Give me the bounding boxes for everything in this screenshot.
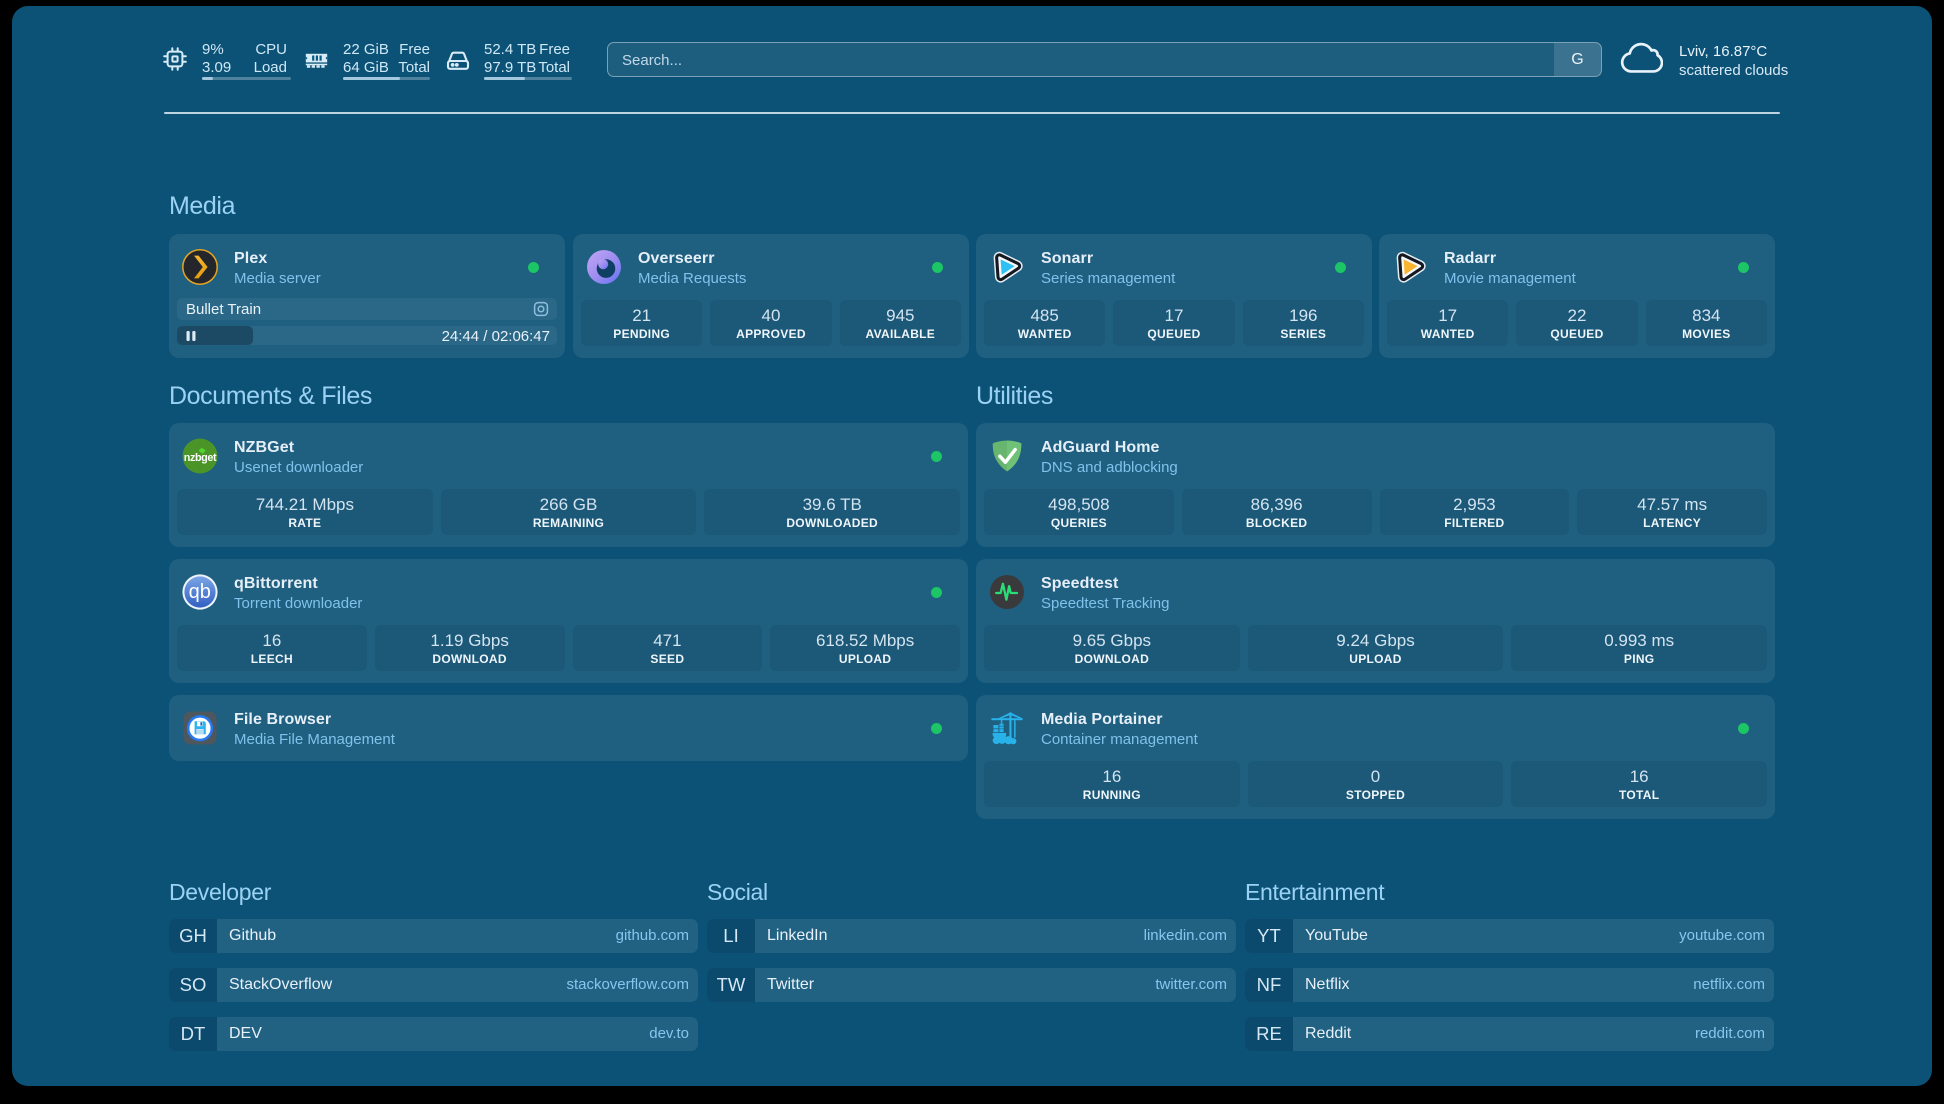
svg-text:qb: qb	[189, 581, 211, 603]
svg-text:nzbget: nzbget	[184, 452, 217, 464]
